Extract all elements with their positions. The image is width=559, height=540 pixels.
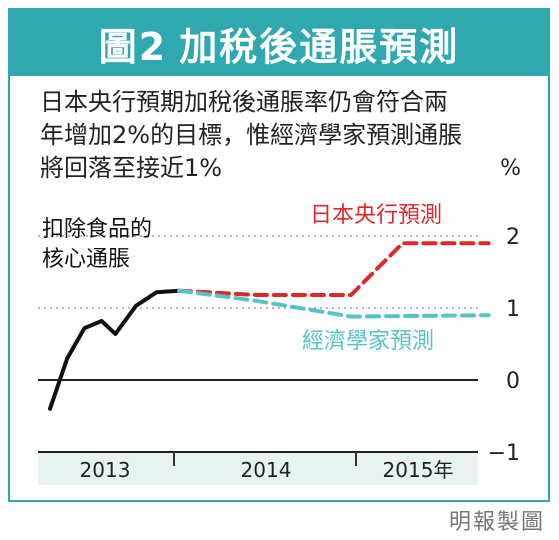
subtitle-line-2: 年增加2%的目標，惟經濟學家預測通脹 [40,121,463,149]
chart-subtitle: 日本央行預期加稅後通脹率仍會符合兩 年增加2%的目標，惟經濟學家預測通脹 將回落… [40,86,540,185]
source-credit: 明報製圖 [448,510,545,535]
y-tick-label: 2 [506,225,520,250]
boj-forecast-line [177,241,491,297]
core-inflation-label: 扣除食品的 [42,217,152,242]
y-tick-label: −1 [488,441,520,466]
core-inflation-label: 核心通脹 [42,247,130,272]
chart-title: 加稅後通脹預測 [179,24,460,69]
economists-forecast-label: 經濟學家預測 [302,329,434,354]
y-axis-unit: % [500,156,521,181]
title-bar: 圖2 加稅後通脹預測 [10,10,548,76]
x-tick-label: 2015年 [383,458,454,482]
subtitle-line-3: 將回落至接近1% [40,154,223,182]
y-tick-label: 1 [506,297,520,322]
x-tick-label: 2014 [241,458,292,482]
x-tick-label: 2013 [80,458,131,482]
economists-forecast-line [177,288,491,319]
x-axis-band [38,452,478,485]
subtitle-line-1: 日本央行預期加稅後通脹率仍會符合兩 [40,88,448,116]
chart-frame: 圖2 加稅後通脹預測 日本央行預期加稅後通脹率仍會符合兩 年增加2%的目標，惟經… [8,8,550,502]
core-inflation-line [48,288,181,411]
boj-forecast-label: 日本央行預測 [310,203,442,228]
y-tick-label: 0 [506,369,520,394]
figure-label: 圖2 [98,24,168,69]
